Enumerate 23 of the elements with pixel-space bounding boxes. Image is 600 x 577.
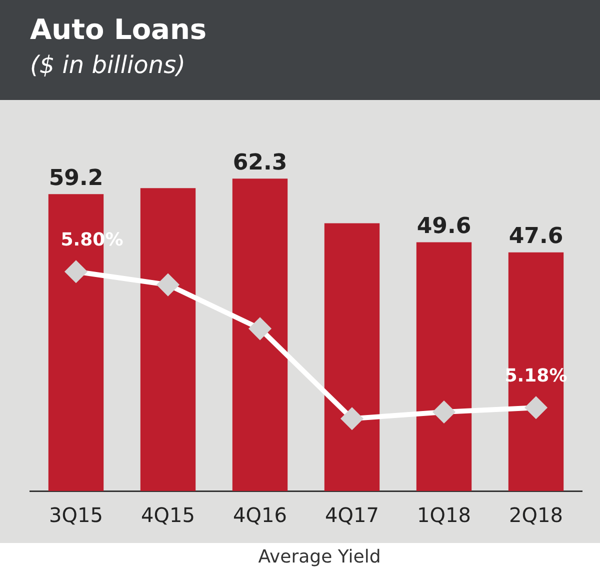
bar xyxy=(416,242,472,491)
point xyxy=(158,274,178,296)
text: Average Yield xyxy=(258,546,381,568)
data-label: 47.6 xyxy=(508,224,564,250)
x-tick-label: 2Q18 xyxy=(509,503,563,528)
point xyxy=(434,402,454,423)
x-tick-label: 4Q15 xyxy=(141,503,195,528)
chart-title: Auto Loans xyxy=(30,12,208,48)
point xyxy=(342,408,362,430)
chart-subtitle: ($ in billions) xyxy=(30,50,186,81)
x-tick-label: 4Q16 xyxy=(233,503,287,528)
data-label: 62.3 xyxy=(232,150,288,176)
bar xyxy=(324,223,380,491)
point xyxy=(526,397,546,418)
x-tick-label: 1Q18 xyxy=(417,503,471,528)
x-tick-label: 4Q17 xyxy=(325,503,379,528)
bar xyxy=(232,178,288,491)
point xyxy=(250,318,270,340)
data-label: 59.2 xyxy=(48,166,104,191)
point xyxy=(66,261,86,282)
data-label: 49.6 xyxy=(416,214,472,240)
x-tick-label: 3Q15 xyxy=(49,503,103,528)
bar xyxy=(140,188,196,491)
